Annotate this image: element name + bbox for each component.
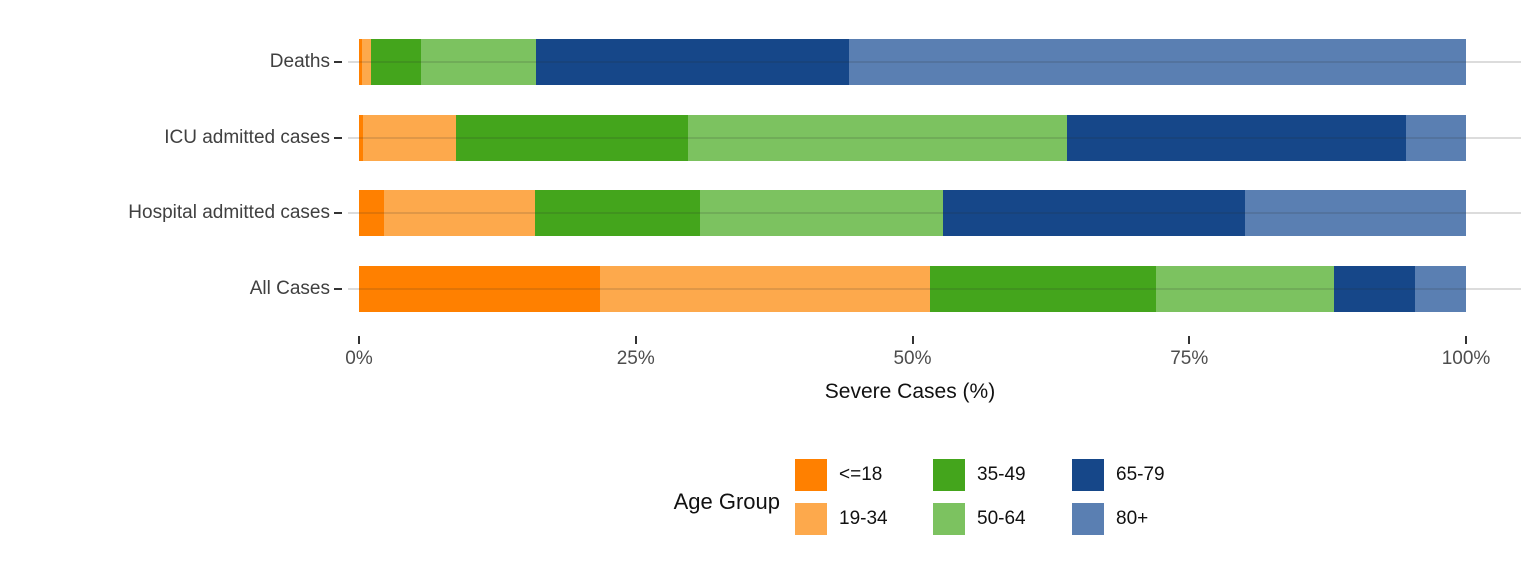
gridline-overlay <box>359 212 1466 214</box>
legend-key <box>795 503 827 535</box>
category-label: ICU admitted cases <box>164 127 330 148</box>
legend-label: 19-34 <box>839 508 888 529</box>
bar-segment <box>359 39 363 85</box>
bar-segment <box>943 190 1245 236</box>
x-tick-label: 50% <box>893 348 932 369</box>
x-tick-label: 75% <box>1170 348 1209 369</box>
bar-segment <box>362 39 372 85</box>
gridline-overlay <box>359 137 1466 139</box>
x-axis-tick <box>358 336 360 344</box>
bar-segment <box>359 266 601 312</box>
bar-segment <box>371 39 421 85</box>
bar-row <box>359 39 1466 85</box>
gridline-overlay <box>359 288 1466 290</box>
bar-segment <box>384 190 535 236</box>
x-axis-tick <box>911 336 914 344</box>
bar-segment <box>359 190 385 236</box>
legend-label: 35-49 <box>977 464 1026 485</box>
x-tick-label: 25% <box>616 348 655 369</box>
legend-title: Age Group <box>673 489 780 514</box>
bar-segment <box>930 266 1156 312</box>
x-tick-label: 0% <box>345 348 373 369</box>
legend-key <box>933 459 965 491</box>
bar-row <box>359 115 1466 161</box>
y-axis-tick <box>334 212 342 214</box>
x-axis-title: Severe Cases (%) <box>824 380 996 403</box>
legend-label: <=18 <box>839 464 883 485</box>
bar-segment <box>1067 115 1407 161</box>
bar-segment <box>849 39 1466 85</box>
bar-segment <box>359 115 364 161</box>
legend-label: 65-79 <box>1116 464 1165 485</box>
bar-segment <box>536 39 850 85</box>
bar-segment <box>1415 266 1466 312</box>
bar-row <box>359 190 1466 236</box>
bar-segment <box>1244 190 1466 236</box>
legend-key <box>933 503 965 535</box>
legend-key <box>1072 503 1104 535</box>
category-label: Hospital admitted cases <box>128 202 330 223</box>
bar-segment <box>699 190 944 236</box>
legend-label: 50-64 <box>977 508 1026 529</box>
x-axis-tick <box>1465 336 1467 344</box>
bar-segment <box>456 115 688 161</box>
x-tick-label: 100% <box>1441 348 1491 369</box>
legend-key <box>795 459 827 491</box>
legend-label: 80+ <box>1116 508 1149 529</box>
bar-segment <box>1156 266 1335 312</box>
bar-row <box>359 266 1466 312</box>
bar-segment <box>600 266 931 312</box>
y-axis-tick <box>334 137 342 139</box>
y-axis-tick <box>334 288 342 290</box>
bar-segment <box>1334 266 1416 312</box>
x-axis-tick <box>634 336 637 344</box>
legend-key <box>1072 459 1104 491</box>
y-axis-tick <box>334 61 342 63</box>
gridline-overlay <box>359 61 1466 63</box>
bar-segment <box>535 190 700 236</box>
bar-segment <box>363 115 457 161</box>
bar-segment <box>687 115 1068 161</box>
bar-segment <box>420 39 537 85</box>
category-label: All Cases <box>249 278 330 299</box>
bar-segment <box>1406 115 1466 161</box>
x-axis-tick <box>1188 336 1191 344</box>
category-label: Deaths <box>269 51 330 72</box>
